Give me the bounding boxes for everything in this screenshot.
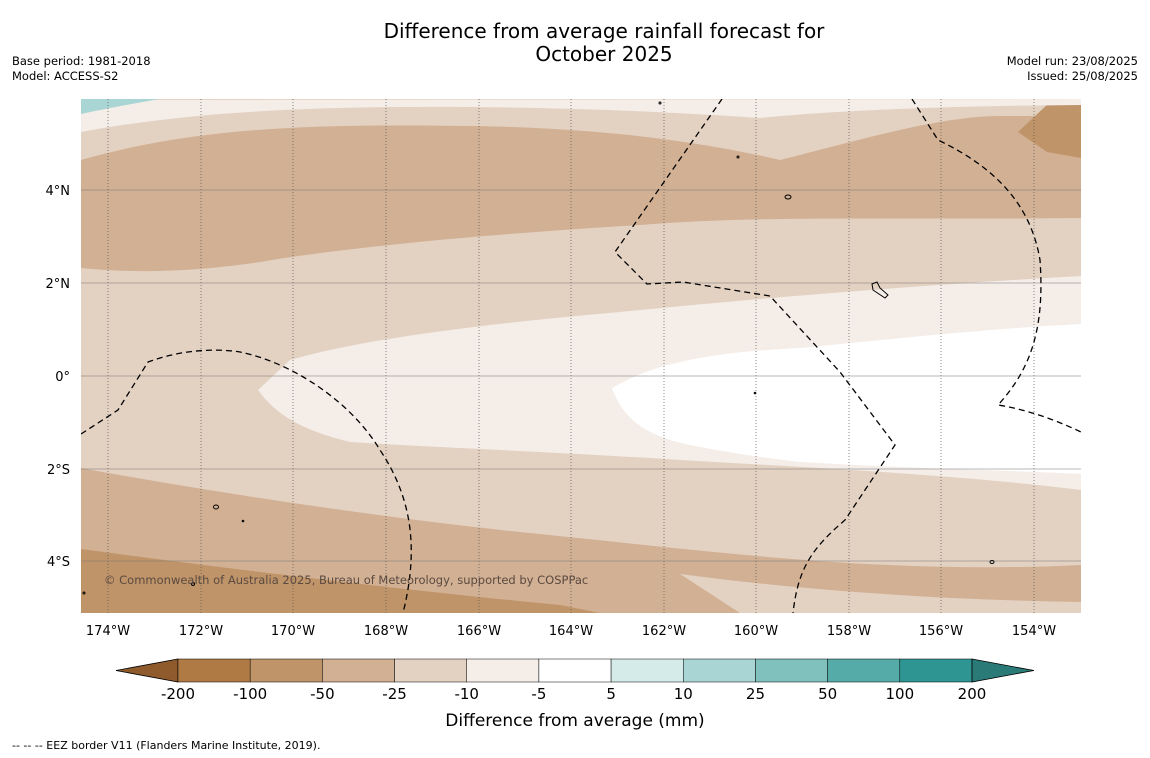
issued-text: Issued: 25/08/2025 [1027,69,1138,83]
title-line-2: October 2025 [535,42,673,66]
island-outline [989,560,995,564]
colorbar-tick-label: -5 [531,685,546,703]
band-minus-100-south [81,549,600,613]
colorbar-tick-label: 10 [674,685,693,703]
longitude-tick-label: 172°W [179,624,223,639]
map-fill-layer [81,99,1081,613]
island-outline [753,391,757,395]
island-outline [736,155,740,159]
colorbar-tick-label: -200 [161,685,195,703]
longitude-tick-label: 154°W [1012,624,1056,639]
island-outline [784,194,792,200]
colorbar-tick-label: -10 [454,685,479,703]
colorbar-swatch [899,658,973,683]
latitude-tick-labels: 4°N 2°N 0° 2°S 4°S [46,184,71,570]
band-plus-10-corner [81,99,160,114]
colorbar-swatch [755,658,828,683]
latitude-tick-label: 2°N [46,277,71,292]
base-period-info: Base period: 1981-2018 Model: ACCESS-S2 [12,54,151,84]
longitude-tick-label: 174°W [86,624,130,639]
band-minus-50-north [81,116,1081,272]
model-run-text: Model run: 23/08/2025 [1006,54,1138,68]
colorbar-swatch [394,658,467,683]
colorbar-swatch [683,658,756,683]
issue-info: Model run: 23/08/2025 Issued: 25/08/2025 [1007,54,1138,84]
model-text: Model: ACCESS-S2 [12,69,119,83]
longitude-tick-labels: 174°W 172°W 170°W 168°W 166°W 164°W 162°W 160°W… [86,624,1056,639]
longitude-tick-label: 170°W [271,624,315,639]
colorbar-tick-label: -100 [233,685,267,703]
band-minus-100-north [1018,101,1081,158]
colorbar-extend-low [115,658,179,683]
colorbar-swatch [249,658,323,683]
longitude-tick-label: 158°W [827,624,871,639]
colorbar-tick-label: -50 [310,685,335,703]
colorbar-label: Difference from average (mm) [445,711,704,731]
band-minus-5-central [612,324,1081,474]
base-period-text: Base period: 1981-2018 [12,54,151,68]
latitude-tick-label: 4°N [46,184,71,199]
island-outline [191,582,195,586]
colorbar-swatch [538,658,612,683]
colorbar-tick-label: 5 [606,685,616,703]
band-minus-10-north [81,99,1081,132]
band-minus-50-south [81,468,1081,613]
eez-border-central [614,99,896,613]
island-outline [82,591,86,595]
colorbar: -200 -100 -50 -25 -10 -5 5 10 25 50 100 200 [115,658,1035,703]
colorbar-extend-high [971,658,1035,683]
longitude-tick-label: 168°W [364,624,408,639]
colorbar-tick-label: 50 [818,685,837,703]
colorbar-tick-label: 100 [885,685,914,703]
colorbar-swatch [827,658,901,683]
map-title: Difference from average rainfall forecas… [0,20,1150,66]
map-gridlines [81,99,1081,613]
longitude-tick-label: 156°W [919,624,963,639]
island-outline [658,101,662,105]
longitude-tick-label: 160°W [734,624,778,639]
colorbar-swatch [466,658,540,683]
colorbar-swatch [322,658,395,683]
title-line-1: Difference from average rainfall forecas… [383,19,825,43]
colorbar-swatch [610,658,684,683]
longitude-tick-label: 162°W [642,624,686,639]
colorbar-swatch [177,658,251,683]
eez-legend-note: -- -- -- EEZ border V11 (Flanders Marine… [12,739,321,752]
island-outline [241,519,245,523]
latitude-tick-label: 0° [55,370,70,385]
latitude-tick-label: 2°S [47,463,70,478]
eez-borders [81,99,1081,613]
island-outline [213,504,219,510]
island-outlines [82,101,995,595]
colorbar-tick-label: 200 [958,685,987,703]
colorbar-tick-label: -25 [382,685,407,703]
band-minus-25-south-east [680,574,1081,613]
colorbar-tick-label: 25 [746,685,765,703]
eez-border-east [911,99,1081,433]
latitude-tick-label: 4°S [47,555,70,570]
island-outline [871,281,889,299]
longitude-tick-label: 164°W [549,624,593,639]
eez-border-west [81,349,412,613]
copyright-notice: © Commonwealth of Australia 2025, Bureau… [104,573,588,587]
longitude-tick-label: 166°W [457,624,501,639]
